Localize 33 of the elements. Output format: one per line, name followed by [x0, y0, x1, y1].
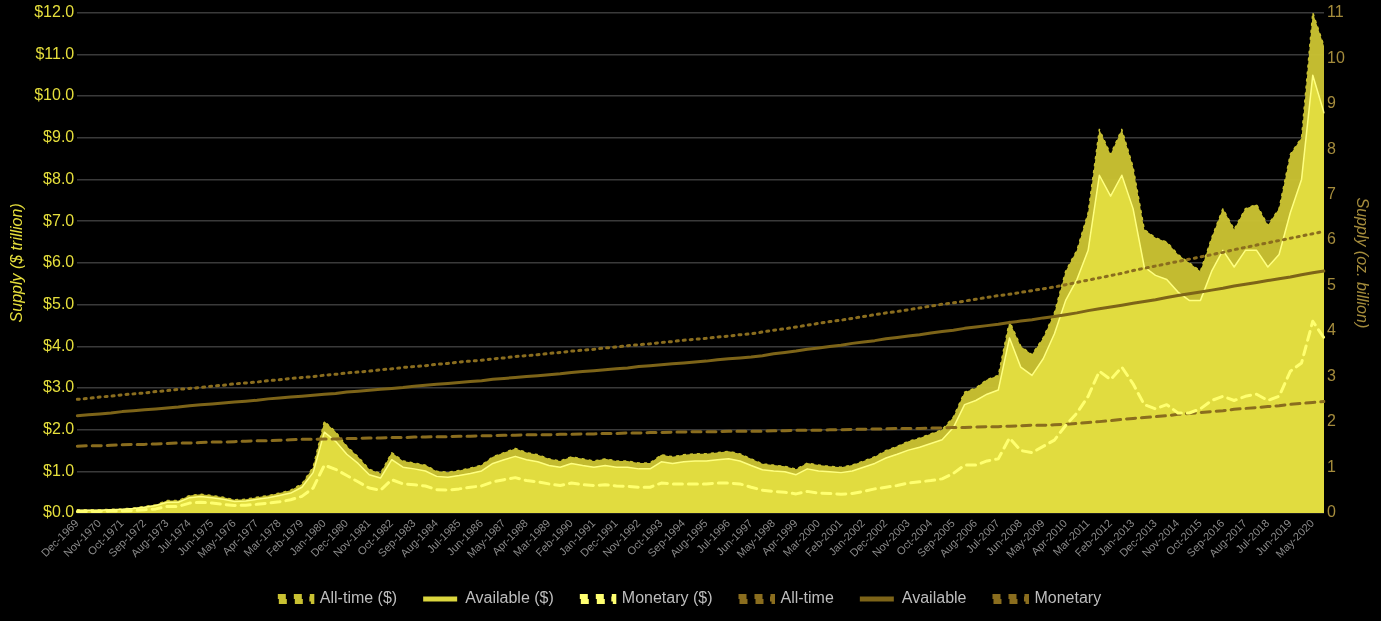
y-tick-label: $5.0: [43, 294, 75, 312]
y-tick-label: $6.0: [43, 253, 75, 271]
y2-tick-label: 1: [1327, 457, 1336, 475]
legend-label: Available ($): [465, 589, 554, 607]
y2-tick-label: 4: [1327, 321, 1336, 339]
y2-tick-label: 9: [1327, 94, 1336, 111]
legend-label: All-time ($): [319, 589, 398, 607]
legend-label: Monetary ($): [621, 589, 713, 607]
y-tick-label: $10.0: [34, 86, 75, 104]
y-axis-title: Supply ($ trillion): [8, 203, 26, 323]
y-tick-label: $4.0: [43, 336, 75, 354]
y-tick-label: $0.0: [43, 503, 75, 521]
y2-tick-label: 0: [1327, 503, 1336, 521]
legend-label: All-time: [780, 589, 834, 607]
y2-tick-label: 5: [1327, 275, 1336, 293]
y-tick-label: $3.0: [43, 378, 75, 396]
legend-label: Monetary: [1034, 589, 1102, 607]
y2-tick-label: 11: [1327, 3, 1344, 21]
y2-tick-label: 3: [1327, 366, 1336, 384]
y-tick-label: $11.0: [35, 44, 75, 62]
y-tick-label: $8.0: [43, 169, 75, 187]
y2-tick-label: 10: [1327, 48, 1345, 66]
legend-label: Available: [901, 589, 967, 607]
y-tick-label: $2.0: [43, 420, 75, 438]
y-tick-label: $1.0: [43, 461, 75, 479]
y2-axis-title: Supply (oz. billion): [1353, 197, 1371, 329]
y2-tick-label: 6: [1327, 230, 1336, 248]
y2-tick-label: 2: [1327, 412, 1336, 430]
y-tick-label: $9.0: [43, 128, 75, 146]
y2-tick-label: 7: [1327, 185, 1336, 202]
y-tick-label: $12.0: [34, 3, 75, 21]
y-tick-label: $7.0: [43, 211, 75, 229]
y2-tick-label: 8: [1327, 139, 1336, 157]
